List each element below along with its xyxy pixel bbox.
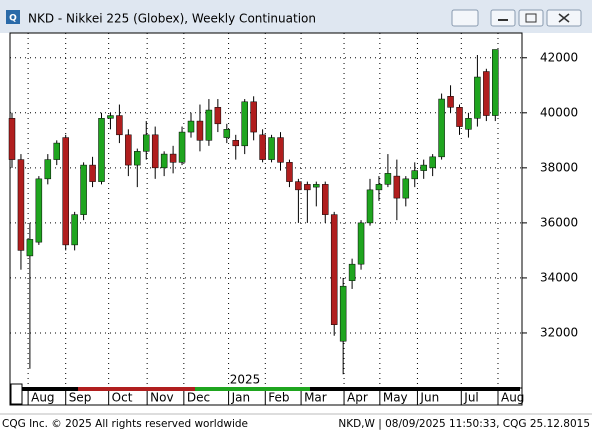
candle-body <box>429 156 436 169</box>
candle-body <box>447 96 454 108</box>
y-tick-label: 34000 <box>540 270 578 284</box>
candle-body <box>348 263 356 281</box>
scroll-box[interactable] <box>10 383 23 405</box>
maximize-button[interactable] <box>518 9 544 27</box>
candle-body <box>214 107 222 125</box>
x-tick-label: Aug <box>31 391 54 405</box>
candle-body <box>277 137 284 163</box>
candle-body <box>402 178 410 199</box>
candle-body <box>304 184 311 191</box>
window-title: NKD - Nikkei 225 (Globex), Weekly Contin… <box>28 12 316 26</box>
candle-body <box>8 118 16 160</box>
candle-body <box>143 134 150 152</box>
candle-body <box>187 120 195 133</box>
candle-body <box>286 162 293 182</box>
candle-body <box>223 129 231 138</box>
x-tick-label: Dec <box>187 391 210 405</box>
candle-body <box>196 120 204 141</box>
candle-body <box>134 151 141 166</box>
candle-body <box>89 164 96 182</box>
candle-body <box>357 222 365 265</box>
close-glyph <box>558 13 570 23</box>
plot-area <box>9 32 523 389</box>
x-tick-label: Jul <box>463 391 478 405</box>
candle-body <box>107 115 114 119</box>
link-button[interactable] <box>451 9 479 27</box>
candle-body <box>178 131 186 163</box>
candle-body <box>62 137 69 246</box>
x-tick-label: Mar <box>304 391 327 405</box>
x-tick-label: Oct <box>112 391 133 405</box>
candle-body <box>295 181 302 191</box>
candle-body <box>250 101 257 133</box>
x-tick-label: Jan <box>231 391 251 405</box>
y-tick-label: 36000 <box>540 215 578 229</box>
candle-body <box>492 49 499 116</box>
candle-body <box>125 134 132 166</box>
x-tick-label: Jun <box>419 391 439 405</box>
app-icon <box>6 10 20 24</box>
candle-body <box>313 184 320 188</box>
candle-body <box>420 164 427 171</box>
x-tick-label: Feb <box>268 391 289 405</box>
app-icon-glyph: Q <box>9 14 17 24</box>
candle-body <box>169 153 177 163</box>
footer-right: NKD,W | 08/09/2025 11:50:33, CQG 25.12.8… <box>338 418 590 430</box>
y-tick-label: 32000 <box>540 325 578 339</box>
candle-body <box>339 285 347 342</box>
candle-body <box>71 214 78 246</box>
minimize-button[interactable] <box>490 9 516 27</box>
candle-body <box>483 71 490 116</box>
candle-body <box>268 137 275 160</box>
candle-body <box>26 239 34 257</box>
footer-left: CQG Inc. © 2025 All rights reserved worl… <box>2 418 248 430</box>
candle-body <box>465 118 472 130</box>
x-tick-label: May <box>383 391 408 405</box>
candle-body <box>241 101 248 147</box>
candle-body <box>232 140 239 147</box>
candle-body <box>17 159 25 251</box>
x-tick-label: Sep <box>69 391 92 405</box>
candle-body <box>393 175 401 199</box>
x-tick-label: Aug <box>501 391 524 405</box>
candle-body <box>259 134 266 160</box>
x-tick-label: Apr <box>347 391 368 405</box>
y-tick-label: 42000 <box>540 50 578 64</box>
candle-body <box>456 107 463 127</box>
candle-body <box>322 184 329 215</box>
year-label: 2025 <box>230 373 261 387</box>
candle-body <box>80 164 87 215</box>
x-tick-label: Nov <box>150 391 173 405</box>
candle-body <box>330 214 338 325</box>
candle-body <box>205 109 213 141</box>
candle-body <box>44 159 52 180</box>
candle-body <box>474 76 481 119</box>
candle-body <box>35 178 43 243</box>
candle-body <box>151 134 159 169</box>
candle-body <box>116 115 123 136</box>
maximize-glyph <box>525 13 537 23</box>
candle-body <box>438 98 445 158</box>
candle-body <box>411 170 418 180</box>
candle-body <box>384 173 392 185</box>
candle-body <box>375 184 383 191</box>
candle-body <box>366 189 374 224</box>
candle-body <box>53 142 60 160</box>
candle-body <box>98 118 105 182</box>
y-tick-label: 38000 <box>540 160 578 174</box>
y-tick-label: 40000 <box>540 105 578 119</box>
candle-body <box>160 153 168 169</box>
